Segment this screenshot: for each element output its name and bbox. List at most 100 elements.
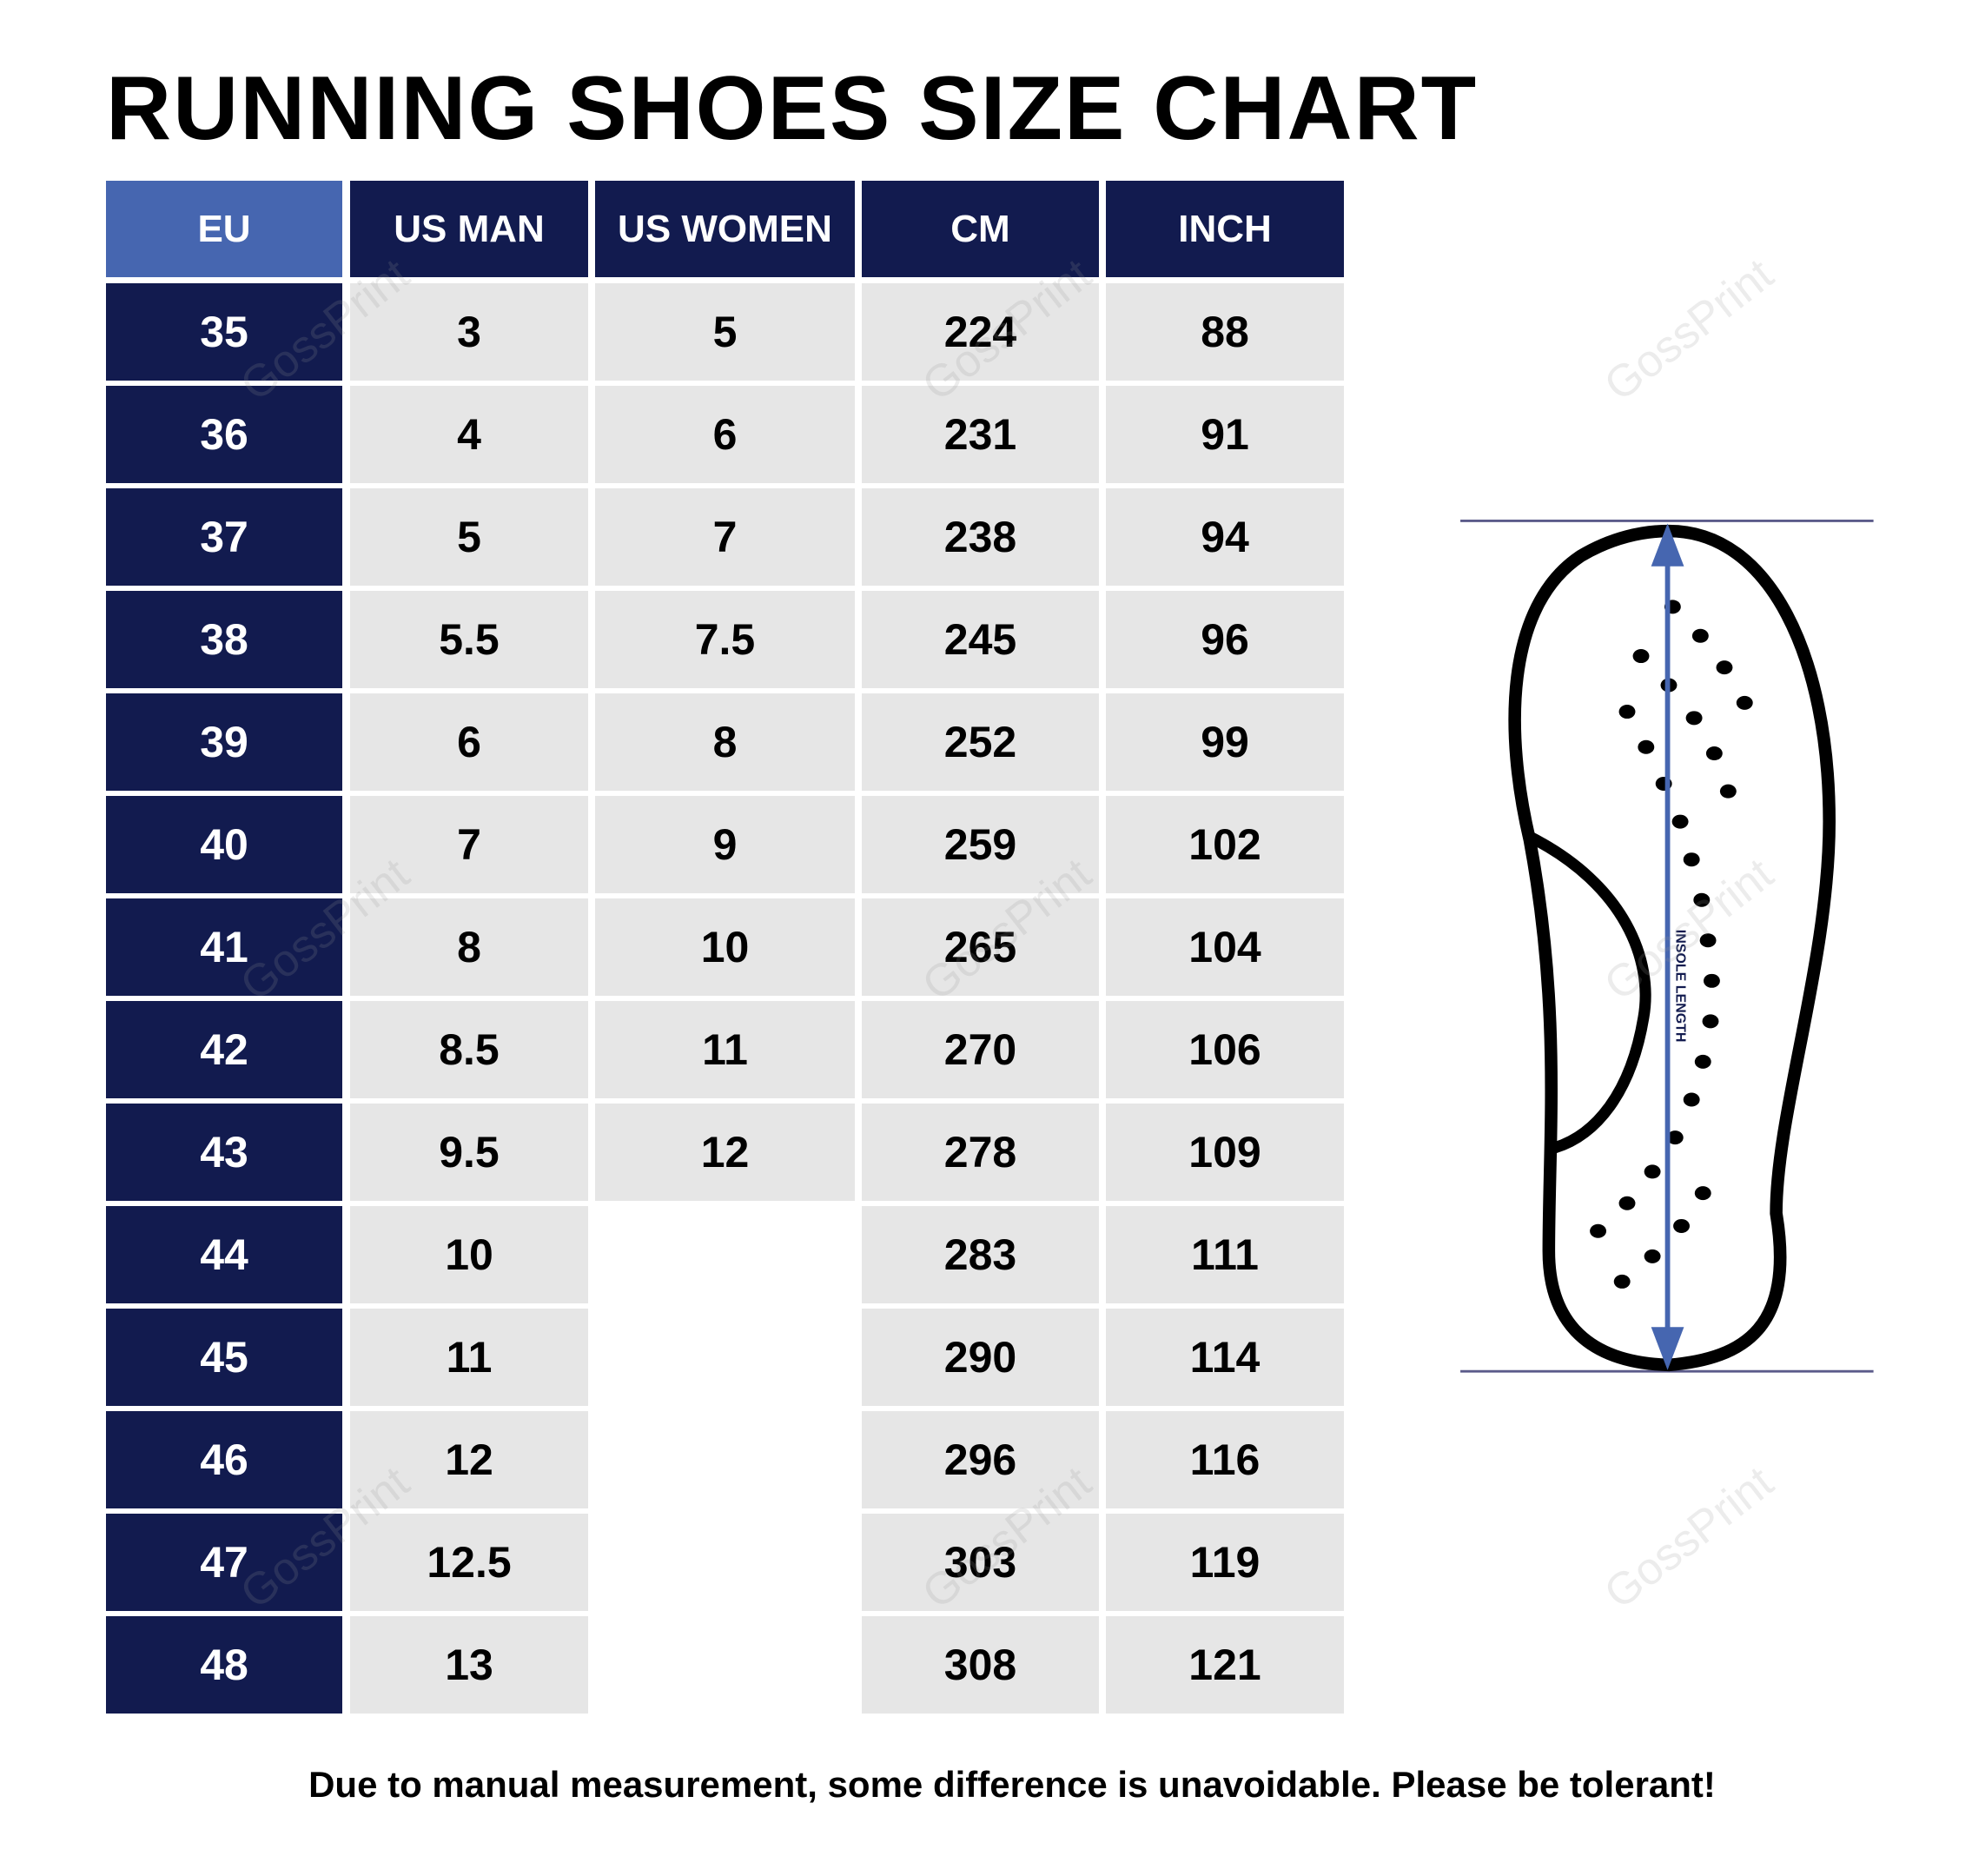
cell-us-man: 13 xyxy=(350,1616,588,1714)
cell-inch: 104 xyxy=(1106,898,1344,996)
header-us-women: US WOMEN xyxy=(595,181,855,277)
cell-inch: 119 xyxy=(1106,1514,1344,1611)
cell-us-man: 7 xyxy=(350,796,588,893)
cell-eu: 39 xyxy=(106,693,342,791)
arrow-up-icon xyxy=(1651,523,1684,567)
cell-us-women: 11 xyxy=(595,1001,855,1098)
cell-cm: 278 xyxy=(862,1104,1099,1201)
cell-eu: 42 xyxy=(106,1001,342,1098)
cell-eu: 48 xyxy=(106,1616,342,1714)
cell-us-women: 6 xyxy=(595,386,855,483)
cell-inch: 88 xyxy=(1106,283,1344,381)
cell-eu: 35 xyxy=(106,283,342,381)
cell-inch: 96 xyxy=(1106,591,1344,688)
cell-cm: 303 xyxy=(862,1514,1099,1611)
cell-inch: 109 xyxy=(1106,1104,1344,1201)
insole-dot xyxy=(1694,1186,1711,1201)
cell-eu: 37 xyxy=(106,488,342,586)
cell-us-man: 3 xyxy=(350,283,588,381)
insole-dot xyxy=(1693,892,1711,907)
insole-dot xyxy=(1699,933,1717,948)
insole-dot xyxy=(1673,1218,1690,1233)
insole-dot xyxy=(1685,711,1703,726)
cell-us-man: 8.5 xyxy=(350,1001,588,1098)
insole-dot xyxy=(1644,1164,1661,1179)
cell-cm: 283 xyxy=(862,1206,1099,1303)
insole-dot xyxy=(1590,1223,1607,1238)
insole-dot xyxy=(1618,1196,1636,1210)
cell-eu: 45 xyxy=(106,1309,342,1406)
cell-us-women: 8 xyxy=(595,693,855,791)
cell-cm: 231 xyxy=(862,386,1099,483)
cell-eu: 41 xyxy=(106,898,342,996)
cell-us-man: 11 xyxy=(350,1309,588,1406)
insole-dot xyxy=(1666,1130,1684,1145)
insole-length-label: INSOLE LENGTH xyxy=(1673,930,1688,1043)
insole-dot xyxy=(1703,973,1720,988)
cell-cm: 265 xyxy=(862,898,1099,996)
cell-us-women: 7 xyxy=(595,488,855,586)
cell-us-man: 10 xyxy=(350,1206,588,1303)
cell-inch: 111 xyxy=(1106,1206,1344,1303)
insole-dot xyxy=(1719,784,1737,799)
header-inch: INCH xyxy=(1106,181,1344,277)
cell-us-man: 6 xyxy=(350,693,588,791)
cell-us-man: 12.5 xyxy=(350,1514,588,1611)
insole-dot xyxy=(1702,1014,1719,1029)
cell-us-women: 7.5 xyxy=(595,591,855,688)
insole-dot xyxy=(1683,852,1700,867)
header-cm: CM xyxy=(862,181,1099,277)
insole-dot xyxy=(1736,695,1753,710)
cell-inch: 106 xyxy=(1106,1001,1344,1098)
footer-note: Due to manual measurement, some differen… xyxy=(308,1764,1716,1805)
cell-inch: 94 xyxy=(1106,488,1344,586)
insole-dot xyxy=(1618,705,1636,719)
arch-line xyxy=(1527,832,1651,1154)
cell-cm: 238 xyxy=(862,488,1099,586)
cell-us-man: 8 xyxy=(350,898,588,996)
cell-us-women: 10 xyxy=(595,898,855,996)
cell-inch: 114 xyxy=(1106,1309,1344,1406)
cell-us-women: 12 xyxy=(595,1104,855,1201)
insole-dot xyxy=(1691,628,1709,643)
cell-us-man: 12 xyxy=(350,1411,588,1508)
insole-dot xyxy=(1638,739,1655,754)
cell-cm: 296 xyxy=(862,1411,1099,1508)
cell-eu: 43 xyxy=(106,1104,342,1201)
cell-cm: 224 xyxy=(862,283,1099,381)
cell-eu: 36 xyxy=(106,386,342,483)
watermark: GossPrint xyxy=(1595,1456,1783,1620)
insole-dot xyxy=(1705,746,1723,761)
cell-cm: 270 xyxy=(862,1001,1099,1098)
cell-us-women: 9 xyxy=(595,796,855,893)
insole-dot xyxy=(1671,814,1689,829)
header-us-man: US MAN xyxy=(350,181,588,277)
cell-us-man: 5 xyxy=(350,488,588,586)
insole-diagram: INSOLE LENGTH xyxy=(1460,519,1874,1373)
watermark: GossPrint xyxy=(1595,249,1783,412)
cell-eu: 38 xyxy=(106,591,342,688)
insole-outline xyxy=(1508,524,1836,1372)
header-eu: EU xyxy=(106,181,342,277)
arrow-down-icon xyxy=(1651,1327,1684,1370)
cell-inch: 116 xyxy=(1106,1411,1344,1508)
page-title: RUNNING SHOES SIZE CHART xyxy=(106,58,1479,159)
cell-cm: 308 xyxy=(862,1616,1099,1714)
cell-cm: 259 xyxy=(862,796,1099,893)
insole-dot xyxy=(1644,1249,1661,1263)
cell-us-man: 4 xyxy=(350,386,588,483)
cell-cm: 252 xyxy=(862,693,1099,791)
insole-dot xyxy=(1613,1274,1631,1289)
cell-eu: 47 xyxy=(106,1514,342,1611)
insole-dot xyxy=(1683,1092,1700,1107)
insole-dot xyxy=(1694,1054,1711,1069)
cell-inch: 121 xyxy=(1106,1616,1344,1714)
cell-inch: 91 xyxy=(1106,386,1344,483)
insole-dot xyxy=(1632,649,1650,664)
cell-eu: 46 xyxy=(106,1411,342,1508)
insole-dot xyxy=(1716,660,1733,675)
cell-cm: 290 xyxy=(862,1309,1099,1406)
cell-inch: 102 xyxy=(1106,796,1344,893)
cell-us-man: 9.5 xyxy=(350,1104,588,1201)
cell-eu: 44 xyxy=(106,1206,342,1303)
